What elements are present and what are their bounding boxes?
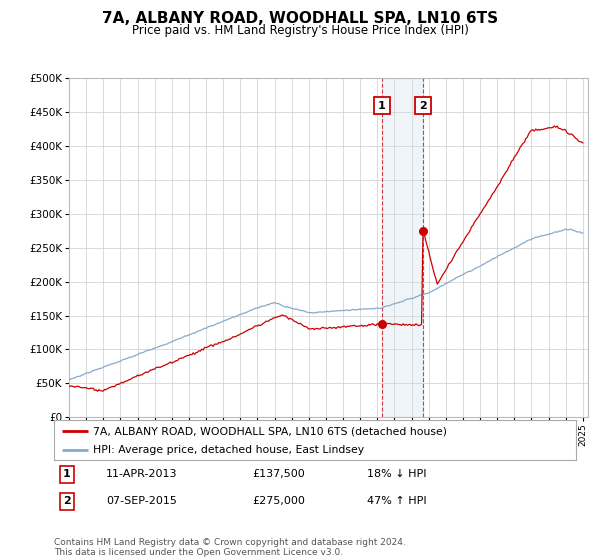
Text: 07-SEP-2015: 07-SEP-2015 [106, 496, 177, 506]
Text: 1: 1 [63, 469, 71, 479]
Text: 1: 1 [378, 100, 386, 110]
Text: 2: 2 [419, 100, 427, 110]
Text: Price paid vs. HM Land Registry's House Price Index (HPI): Price paid vs. HM Land Registry's House … [131, 24, 469, 37]
Text: 47% ↑ HPI: 47% ↑ HPI [367, 496, 427, 506]
Text: 7A, ALBANY ROAD, WOODHALL SPA, LN10 6TS (detached house): 7A, ALBANY ROAD, WOODHALL SPA, LN10 6TS … [93, 426, 447, 436]
Text: 2: 2 [63, 496, 71, 506]
Text: £275,000: £275,000 [253, 496, 305, 506]
Bar [382, 78, 423, 417]
Text: HPI: Average price, detached house, East Lindsey: HPI: Average price, detached house, East… [93, 445, 364, 455]
Text: 18% ↓ HPI: 18% ↓ HPI [367, 469, 427, 479]
Text: £137,500: £137,500 [253, 469, 305, 479]
Text: Contains HM Land Registry data © Crown copyright and database right 2024.
This d: Contains HM Land Registry data © Crown c… [54, 538, 406, 557]
Text: 7A, ALBANY ROAD, WOODHALL SPA, LN10 6TS: 7A, ALBANY ROAD, WOODHALL SPA, LN10 6TS [102, 11, 498, 26]
Text: 11-APR-2013: 11-APR-2013 [106, 469, 178, 479]
